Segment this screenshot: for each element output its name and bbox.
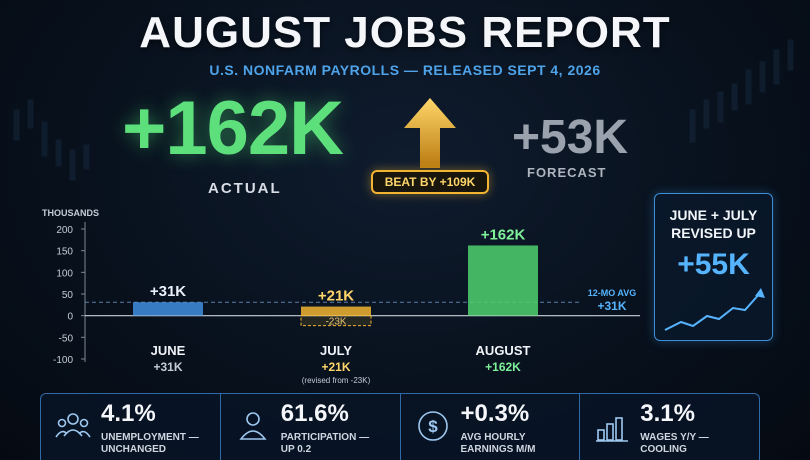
stat-participation: 61.6% PARTICIPATION — UP 0.2 — [221, 394, 401, 460]
forecast-label: FORECAST — [527, 165, 607, 180]
y-axis-title: THOUSANDS — [42, 208, 99, 218]
y-tick-label: -50 — [59, 333, 74, 344]
stat-value: +0.3% — [460, 400, 530, 427]
revision-value: +55K — [677, 248, 750, 281]
stat-value: 4.1% — [101, 400, 156, 427]
reference-line-value: +31K — [597, 299, 626, 313]
revision-callout: JUNE + JULY REVISED UP +55K — [654, 193, 773, 341]
y-tick-label: 150 — [56, 247, 73, 258]
revision-title-line2: REVISED UP — [671, 225, 756, 241]
stat-unemployment: 4.1% UNEMPLOYMENT — UNCHANGED — [41, 394, 221, 460]
y-tick-label: 200 — [56, 225, 73, 236]
x-category-sublabel: +162K — [485, 360, 521, 374]
stat-value: 61.6% — [280, 400, 349, 427]
stat-label: WAGES Y/Y — COOLING — [640, 432, 709, 456]
people-group-icon — [55, 413, 91, 438]
x-category-sublabel: +21K — [321, 360, 350, 374]
stat-label-line1: WAGES Y/Y — — [640, 432, 709, 443]
stat-label: PARTICIPATION — UP 0.2 — [281, 432, 369, 456]
y-tick-label: 0 — [67, 312, 73, 323]
bar-july-prior-estimate — [300, 315, 372, 327]
stat-value: 3.1% — [640, 400, 695, 427]
revision-note: (revised from -23K) — [302, 376, 371, 385]
actual-value: +162K — [122, 86, 344, 171]
stat-label-line1: AVG HOURLY — [460, 432, 526, 443]
reference-line-label: 12-MO AVG — [588, 288, 637, 298]
bar-chart-icon — [596, 417, 629, 442]
stat-label-line2: UNCHANGED — [101, 444, 166, 455]
dollar-coin-icon: $ — [417, 411, 448, 441]
page-subtitle: U.S. NONFARM PAYROLLS — RELEASED SEPT 4,… — [209, 62, 601, 78]
x-category-label: JULY — [320, 343, 352, 358]
up-arrow-icon — [404, 98, 456, 168]
bar-value-label: +21K — [318, 288, 354, 305]
prior-estimate-label: -23K — [325, 317, 346, 328]
stat-label-line1: PARTICIPATION — — [280, 432, 370, 443]
svg-text:$: $ — [428, 417, 438, 436]
stat-hourly-earnings: $ +0.3% AVG HOURLY EARNINGS M/M — [401, 394, 581, 460]
actual-label: ACTUAL — [208, 180, 282, 197]
person-icon — [239, 412, 267, 440]
y-tick-label: 50 — [62, 290, 74, 301]
y-tick-label: 100 — [56, 268, 73, 279]
bar-july — [301, 306, 371, 316]
stat-label: UNEMPLOYMENT — UNCHANGED — [101, 432, 199, 456]
x-category-sublabel: +31K — [153, 360, 182, 374]
revision-title-line1: JUNE + JULY — [669, 207, 758, 223]
stat-label-line2: UP 0.2 — [280, 444, 312, 455]
bar-june — [133, 302, 203, 316]
stat-label-line2: COOLING — [640, 444, 687, 455]
stat-label-line2: EARNINGS M/M — [460, 444, 536, 455]
key-stats-bar: 4.1% UNEMPLOYMENT — UNCHANGED 61.6% PART… — [40, 393, 760, 460]
x-category-label: JUNE — [151, 343, 186, 358]
stat-label: AVG HOURLY EARNINGS M/M — [461, 432, 536, 456]
stat-wages: 3.1% WAGES Y/Y — COOLING — [580, 394, 759, 460]
page-title: AUGUST JOBS REPORT — [139, 8, 671, 57]
rising-trend-arrow-icon — [664, 288, 765, 331]
y-tick-label: -100 — [53, 355, 73, 366]
x-category-label: AUGUST — [476, 343, 531, 358]
beat-badge: BEAT BY +109K — [371, 170, 489, 194]
bar-value-label: +31K — [150, 283, 186, 300]
revision-title: JUNE + JULY REVISED UP — [655, 206, 772, 242]
bar-august — [468, 245, 538, 316]
bar-value-label: +162K — [481, 226, 526, 243]
forecast-value: +53K — [512, 111, 629, 164]
stat-label-line1: UNEMPLOYMENT — — [101, 432, 199, 443]
